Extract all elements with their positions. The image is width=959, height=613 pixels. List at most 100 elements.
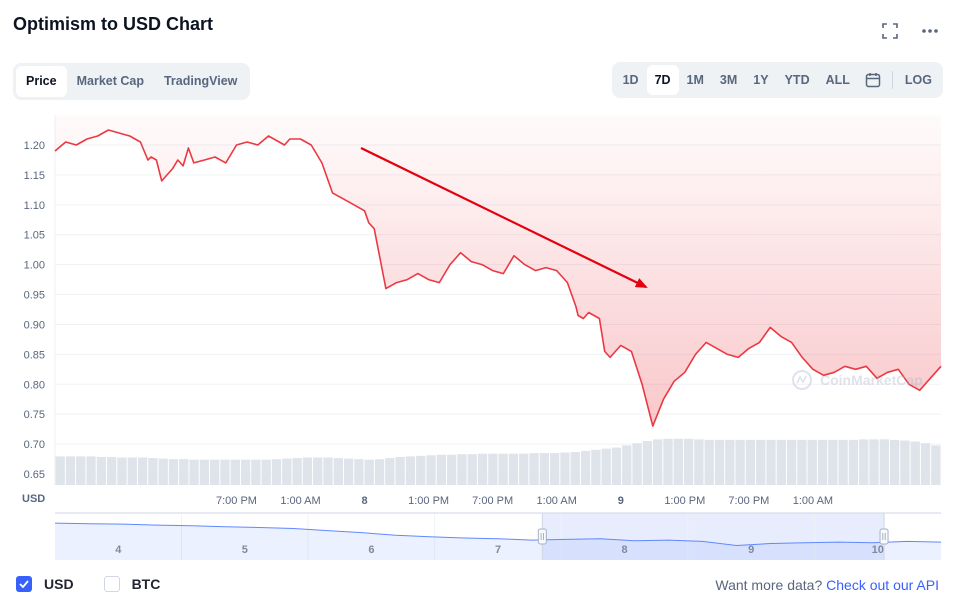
volume-bar xyxy=(313,457,323,485)
navigator-line xyxy=(54,522,942,547)
btc-checkbox[interactable] xyxy=(103,576,120,592)
price-chart[interactable]: 1.20 1.15 1.10 1.05 1.00 0.95 0.90 0.85 0.80 0.75… xyxy=(0,0,959,565)
volume-bar xyxy=(96,456,107,485)
volume-bar xyxy=(714,439,725,485)
volume-bar xyxy=(457,454,467,485)
volume-bar xyxy=(467,454,477,485)
volume-bar xyxy=(570,452,580,485)
volume-bar xyxy=(251,459,261,485)
chart-view-tabs: Price Market Cap TradingView xyxy=(13,63,251,100)
volume-bar xyxy=(601,448,611,485)
range-3m-button[interactable]: 3M xyxy=(719,73,738,87)
volume-bar xyxy=(848,439,859,485)
tab-price[interactable]: Price xyxy=(16,66,67,97)
volume-bar xyxy=(828,439,838,485)
navigator-day-label: 5 xyxy=(242,544,248,556)
navigator-day-label: 6 xyxy=(368,544,374,556)
volume-bar xyxy=(653,439,663,485)
volume-bar xyxy=(137,457,148,485)
tab-market-cap[interactable]: Market Cap xyxy=(76,74,144,88)
volume-bar xyxy=(611,447,622,485)
navigator-day-label: 9 xyxy=(748,544,754,556)
calendar-icon[interactable] xyxy=(858,65,888,95)
volume-bar xyxy=(817,439,828,485)
volume-bar xyxy=(529,453,539,485)
volume-bar xyxy=(694,439,704,485)
volume-bar xyxy=(282,458,292,485)
volume-bar xyxy=(65,456,76,485)
api-promo: Want more data? Check out our API xyxy=(715,577,939,593)
y-tick-label: 0.85 xyxy=(24,349,45,361)
volume-bar xyxy=(107,456,117,485)
volume-bar xyxy=(889,439,900,485)
volume-bar xyxy=(539,453,550,485)
navigator-day-label: 7 xyxy=(495,544,501,556)
navigator-area xyxy=(55,523,941,560)
volume-bar xyxy=(622,445,632,485)
volume-bar xyxy=(76,456,86,485)
volume-bar xyxy=(446,454,457,485)
more-icon[interactable] xyxy=(921,22,939,40)
volume-bar xyxy=(725,439,735,485)
volume-bar xyxy=(900,440,910,485)
y-tick-label: 1.15 xyxy=(24,170,45,182)
volume-bar xyxy=(673,438,683,485)
navigator-handle[interactable] xyxy=(879,528,889,545)
volume-bar xyxy=(838,439,848,485)
x-tick-label: 8 xyxy=(362,495,368,507)
x-tick-label: 7:00 PM xyxy=(216,495,257,507)
y-tick-label: 1.10 xyxy=(24,200,45,212)
volume-bar xyxy=(354,459,364,485)
range-divider xyxy=(891,71,893,89)
volume-bar xyxy=(271,459,282,485)
y-tick-label: 0.70 xyxy=(24,439,45,451)
range-all-button[interactable]: ALL xyxy=(825,73,850,87)
volume-bar xyxy=(405,456,416,485)
usd-label: USD xyxy=(44,576,74,592)
volume-bar xyxy=(632,443,642,485)
x-axis-labels: 7:00 PM 1:00 AM 8 1:00 PM 7:00 PM 1:00 AM 9 1:0… xyxy=(216,495,833,507)
range-1d-button[interactable]: 1D xyxy=(622,73,639,87)
volume-bar xyxy=(436,454,446,485)
volume-bar xyxy=(179,459,189,485)
api-link[interactable]: Check out our API xyxy=(826,577,939,593)
range-1y-button[interactable]: 1Y xyxy=(753,73,769,87)
volume-bar xyxy=(735,439,745,485)
volume-bar xyxy=(869,439,879,485)
volume-bar xyxy=(374,459,385,485)
navigator-handle[interactable] xyxy=(537,528,547,545)
x-tick-label: 1:00 PM xyxy=(664,495,705,507)
navigator-selection xyxy=(542,513,885,560)
volume-bar xyxy=(55,456,65,485)
volume-bar xyxy=(210,459,220,485)
usd-checkbox[interactable] xyxy=(16,576,32,592)
volume-bar xyxy=(683,438,694,485)
range-ytd-button[interactable]: YTD xyxy=(784,73,810,87)
navigator-day-label: 4 xyxy=(115,544,122,556)
y-tick-label: 1.00 xyxy=(24,260,45,272)
volume-bar xyxy=(117,457,127,485)
tab-tradingview[interactable]: TradingView xyxy=(163,74,238,88)
time-range-selector: 1D 7D 1M 3M 1Y YTD ALL LOG xyxy=(611,62,943,98)
volume-bar xyxy=(86,456,96,485)
volume-bar xyxy=(395,456,405,485)
log-scale-button[interactable]: LOG xyxy=(904,73,932,87)
volume-bar xyxy=(292,458,302,485)
volume-bar xyxy=(168,459,179,485)
chart-title: Optimism to USD Chart xyxy=(13,14,214,34)
volume-bar xyxy=(416,455,426,485)
y-tick-label: 0.80 xyxy=(24,379,45,391)
volume-bar xyxy=(879,439,889,485)
range-1m-button[interactable]: 1M xyxy=(686,73,704,87)
volume-bar xyxy=(560,452,570,485)
range-7d-button[interactable]: 7D xyxy=(646,65,679,95)
y-axis-currency-label: USD xyxy=(22,493,45,505)
volume-bar xyxy=(859,439,869,485)
y-tick-label: 0.95 xyxy=(24,290,45,302)
volume-bar xyxy=(807,439,817,485)
navigator-day-label: 10 xyxy=(872,544,884,556)
fullscreen-icon[interactable] xyxy=(881,22,899,40)
volume-bar xyxy=(550,453,560,485)
api-prefix-text: Want more data? xyxy=(715,577,823,593)
volume-bar xyxy=(220,459,230,485)
